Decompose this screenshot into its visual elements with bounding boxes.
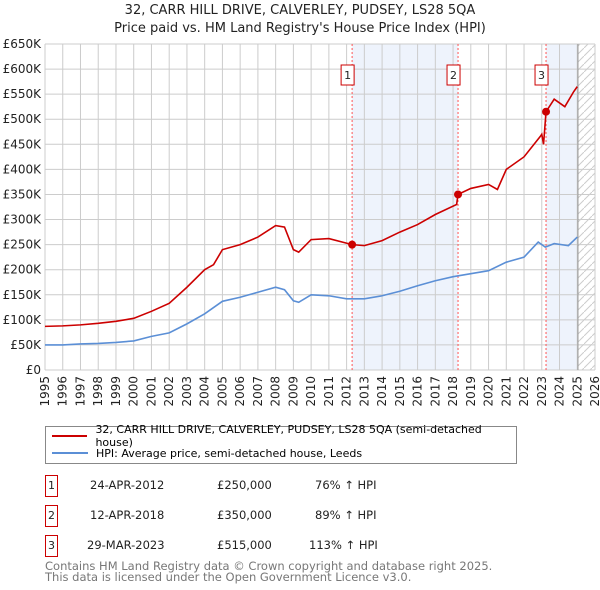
sale-label: 3 [538,69,545,82]
legend-swatch [52,435,88,437]
legend: 32, CARR HILL DRIVE, CALVERLEY, PUDSEY, … [45,423,517,464]
future-hatch [577,44,595,370]
shade-region [352,44,459,370]
x-tick-label: 2002 [162,376,176,407]
sale-label-box [446,64,461,86]
x-tick-label: 2009 [286,376,300,407]
x-tick-label: 2024 [553,376,567,407]
footer: Contains HM Land Registry data © Crown c… [45,559,493,584]
legend-item-property: 32, CARR HILL DRIVE, CALVERLEY, PUDSEY, … [52,423,516,449]
sale-date: 12-APR-2018 [90,508,165,522]
sale-marker: 2 [45,505,58,527]
y-tick-label: £350K [3,187,43,201]
y-tick-label: £200K [3,263,43,277]
x-tick-label: 2013 [357,376,371,407]
y-tick-label: £250K [3,238,43,252]
x-tick-label: 2004 [198,376,212,407]
x-tick-label: 2005 [215,376,229,407]
sale-price: £250,000 [217,478,272,492]
plot: £0 £50K £100K £150K £200K £250K £300K £350K £400… [3,37,600,407]
chart-subtitle: Price paid vs. HM Land Registry's House … [114,21,486,36]
x-tick-label: 2023 [535,376,549,407]
x-tick-label: 2003 [180,376,194,407]
x-tick-label: 2026 [588,376,600,407]
x-tick-label: 2019 [464,376,478,407]
x-tick-label: 2011 [322,376,336,407]
x-tick-label: 1997 [73,376,87,407]
x-tick-label: 1999 [109,376,123,407]
legend-swatch [52,452,88,454]
x-tick-label: 2010 [304,376,318,407]
y-tick-label: £600K [3,62,43,76]
legend-item-hpi: HPI: Average price, semi-detached house,… [52,444,362,462]
legend-label: 32, CARR HILL DRIVE, CALVERLEY, PUDSEY, … [95,423,482,449]
sale-label: 1 [344,69,351,82]
y-tick-label: £450K [3,137,43,151]
sale-row: 1 24-APR-2012 £250,000 76% ↑ HPI [45,475,445,497]
x-tick-label: 2015 [393,376,407,407]
sale-hpi: 113% ↑ HPI [309,538,378,552]
y-tick-label: £150K [3,288,43,302]
y-tick-label: £500K [3,112,43,126]
sale-price: £350,000 [217,508,272,522]
chart-title: 32, CARR HILL DRIVE, CALVERLEY, PUDSEY, … [124,3,476,18]
y-tick-label: £650K [3,37,43,51]
footer-line: This data is licensed under the Open Gov… [45,570,412,584]
x-tick-label: 2001 [144,376,158,407]
y-tick-label: £550K [3,87,43,101]
y-tick-label: £400K [3,162,43,176]
sale-marker: 1 [45,475,58,497]
sale-hpi: 89% ↑ HPI [315,508,377,522]
shade-region [546,44,578,370]
sale-point [348,240,357,249]
x-tick-label: 2008 [269,376,283,407]
y-tick-label: £50K [10,338,42,352]
sale-row: 2 12-APR-2018 £350,000 89% ↑ HPI [45,505,445,527]
x-tick-label: 2020 [482,376,496,407]
sale-date: 29-MAR-2023 [87,538,165,552]
x-tick-label: 1998 [91,376,105,407]
legend-label: HPI: Average price, semi-detached house,… [96,446,363,460]
sale-price: £515,000 [217,538,272,552]
x-tick-label: 1995 [38,376,52,407]
sale-date: 24-APR-2012 [90,478,165,492]
y-tick-label: £0 [26,363,41,377]
x-tick-label: 2016 [411,376,425,407]
sale-marker: 3 [45,535,58,557]
sale-label: 2 [450,69,457,82]
x-tick-label: 2012 [340,376,354,407]
sale-hpi: 76% ↑ HPI [315,478,377,492]
sale-point [454,190,463,199]
x-tick-label: 2000 [127,376,141,407]
x-tick-label: 2017 [428,376,442,407]
x-tick-label: 2022 [517,376,531,407]
sale-label-box [534,64,549,86]
y-tick-label: £300K [3,213,43,227]
x-tick-label: 1996 [56,376,70,407]
sale-label-box [340,64,355,86]
x-tick-label: 2014 [375,376,389,407]
x-tick-label: 2006 [233,376,247,407]
footer-line: Contains HM Land Registry data © Crown c… [45,559,493,573]
x-tick-label: 2025 [570,376,584,407]
x-tick-label: 2018 [446,376,460,407]
x-tick-label: 2021 [499,376,513,407]
y-tick-label: £100K [3,313,43,327]
x-tick-label: 2007 [251,376,265,407]
sale-point [542,107,551,116]
hpi-line [45,236,578,346]
sale-row: 3 29-MAR-2023 £515,000 113% ↑ HPI [45,535,445,557]
